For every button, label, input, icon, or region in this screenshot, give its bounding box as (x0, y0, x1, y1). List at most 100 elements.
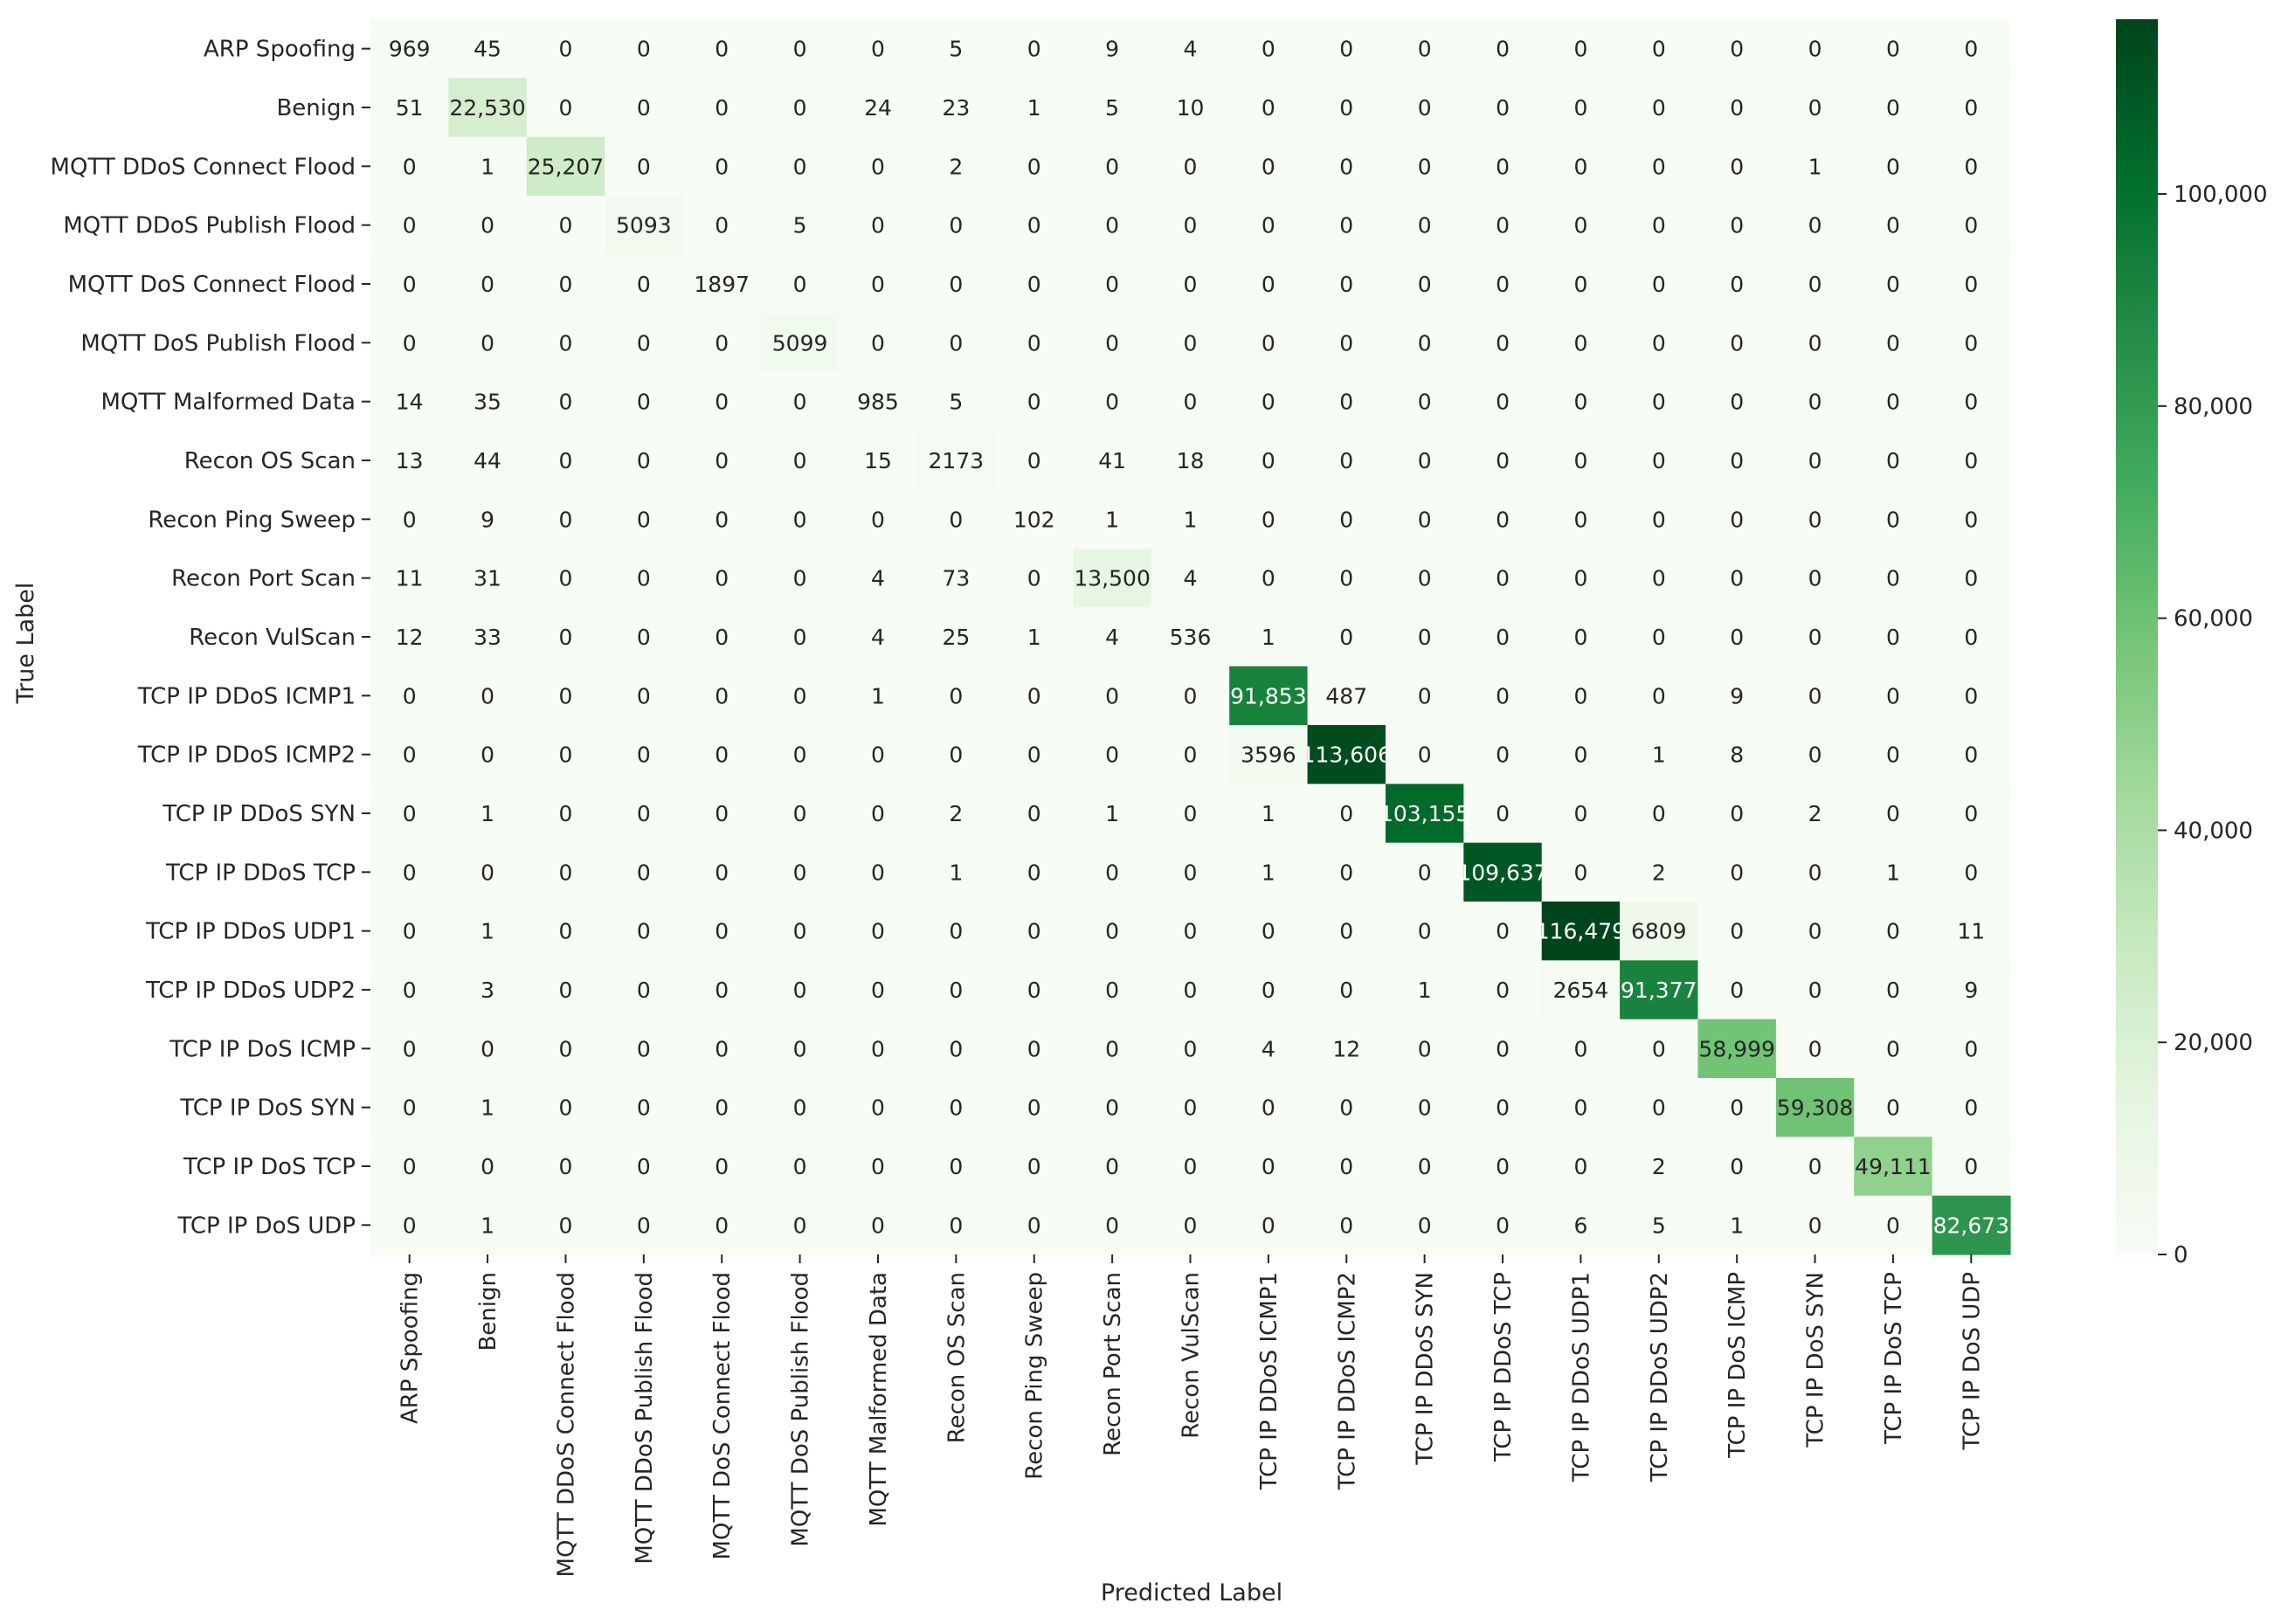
cell-value-label: 0 (793, 1154, 807, 1179)
heatmap-cell (1307, 1195, 1386, 1255)
cell-value-label: 0 (637, 37, 651, 62)
heatmap-cell (1385, 960, 1464, 1020)
cell-value-label: 0 (1027, 272, 1041, 297)
heatmap-cell (1151, 431, 1230, 491)
heatmap-cell (916, 1019, 996, 1079)
cell-value-label: 0 (1808, 1213, 1822, 1238)
cell-value-label: 0 (403, 213, 417, 238)
heatmap-cell (682, 1019, 762, 1079)
heatmap-cell (605, 196, 684, 255)
y-tick-label-benign: Benign (276, 95, 356, 121)
cell-value-label: 0 (1730, 272, 1744, 297)
heatmap-cell (916, 19, 996, 79)
heatmap-cell (916, 196, 996, 255)
cell-value-label: 0 (715, 330, 729, 356)
cell-value-label: 3 (480, 978, 494, 1003)
heatmap-cell (448, 1195, 528, 1255)
cell-value-label: 0 (1808, 978, 1822, 1003)
cell-value-label: 0 (1184, 1213, 1198, 1238)
cell-value-label: 0 (793, 625, 807, 650)
cell-value-label: 0 (558, 1213, 572, 1238)
cell-value-label: 0 (715, 448, 729, 473)
cell-value-label: 0 (1964, 1036, 1978, 1061)
heatmap-cell (605, 19, 684, 79)
cell-value-label: 487 (1325, 683, 1367, 708)
heatmap-cell (370, 1019, 449, 1079)
heatmap-cell (1932, 902, 2011, 961)
heatmap-cell (1775, 725, 1855, 784)
cell-value-label: 0 (1339, 1213, 1353, 1238)
cell-value-label: 0 (1262, 37, 1275, 62)
heatmap-cell (605, 960, 684, 1020)
heatmap-cell (682, 607, 762, 667)
cell-value-label: 0 (1886, 37, 1900, 62)
cell-value-label: 0 (1573, 801, 1587, 826)
heatmap-cell (1385, 196, 1464, 255)
cell-value-label: 2 (1652, 860, 1666, 885)
cell-value-label: 0 (1339, 95, 1353, 121)
cell-value-label: 0 (1652, 683, 1666, 708)
heatmap-cell (1775, 254, 1855, 314)
heatmap-cell (995, 313, 1075, 373)
heatmap-cell (526, 431, 605, 491)
cell-value-label: 0 (1184, 1095, 1198, 1121)
heatmap-cell (916, 372, 996, 432)
cell-value-label: 0 (1730, 507, 1744, 532)
heatmap-cell (1775, 666, 1855, 726)
cell-value-label: 5 (793, 213, 807, 238)
cell-value-label: 0 (1730, 978, 1744, 1003)
cell-value-label: 0 (793, 1095, 807, 1121)
cell-value-label: 0 (1027, 213, 1041, 238)
cell-value-label: 1 (1418, 978, 1432, 1003)
heatmap-cell (760, 549, 840, 608)
heatmap-cell (1854, 313, 1933, 373)
y-tick-label-mqtt-dos-publish-flood: MQTT DoS Publish Flood (80, 330, 356, 356)
heatmap-cell (1854, 902, 1933, 961)
heatmap-cell (682, 489, 762, 549)
cell-value-label: 102 (1013, 507, 1055, 532)
heatmap-cell (448, 19, 528, 79)
cell-value-label: 0 (1886, 1036, 1900, 1061)
heatmap-cell (1463, 666, 1543, 726)
cell-value-label: 0 (1418, 1095, 1432, 1121)
heatmap-cell (995, 78, 1075, 138)
cell-value-label: 0 (1573, 37, 1587, 62)
cell-value-label: 0 (1652, 272, 1666, 297)
cell-value-label: 0 (793, 860, 807, 885)
x-tick-label-tcp-ip-ddos-tcp: TCP IP DDoS TCP (1490, 1272, 1517, 1462)
cell-value-label: 0 (1262, 978, 1275, 1003)
heatmap-cell (839, 902, 918, 961)
heatmap-cell (1620, 1137, 1699, 1197)
cell-value-label: 9 (480, 507, 494, 532)
cell-value-label: 0 (1105, 978, 1119, 1003)
heatmap-cell (682, 666, 762, 726)
cell-value-label: 10 (1177, 95, 1205, 121)
heatmap-cell (760, 1078, 840, 1137)
heatmap-cell (1932, 196, 2011, 255)
cell-value-label: 0 (871, 1095, 885, 1121)
cell-value-label: 0 (1496, 154, 1510, 179)
cell-value-label: 0 (1339, 625, 1353, 650)
cell-value-label: 0 (1184, 683, 1198, 708)
heatmap-cell (995, 960, 1075, 1020)
cell-value-label: 0 (715, 683, 729, 708)
heatmap-cell (995, 1195, 1075, 1255)
heatmap-cell (839, 372, 918, 432)
heatmap-cell (995, 254, 1075, 314)
heatmap-cell (1775, 784, 1855, 844)
heatmap-cell (1463, 78, 1543, 138)
heatmap-cell (995, 607, 1075, 667)
cell-value-label: 0 (1573, 860, 1587, 885)
cell-value-label: 0 (1964, 683, 1978, 708)
cell-value-label: 0 (1184, 390, 1198, 415)
cell-value-label: 0 (558, 625, 572, 650)
heatmap-cell (1620, 78, 1699, 138)
heatmap-cell (682, 784, 762, 844)
heatmap-cell (1620, 607, 1699, 667)
heatmap-cell (1229, 784, 1309, 844)
heatmap-cell (370, 842, 449, 902)
heatmap-cell (1151, 842, 1230, 902)
cell-value-label: 12 (396, 625, 424, 650)
cell-value-label: 0 (637, 978, 651, 1003)
cell-value-label: 0 (1027, 1213, 1041, 1238)
